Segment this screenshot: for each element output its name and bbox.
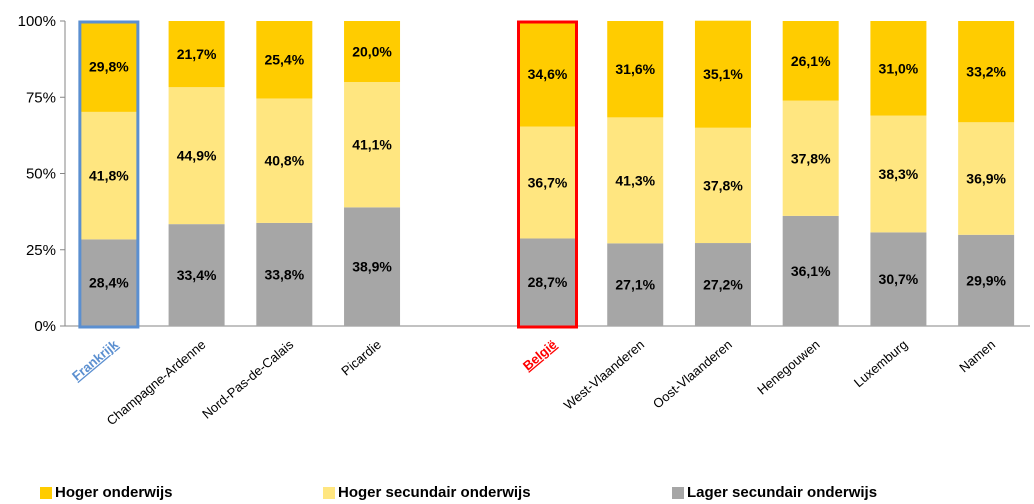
bar-segment-hoger-onderwijs [607, 21, 664, 118]
x-tick-label-oost-vlaanderen: Oost-Vlaanderen [650, 337, 735, 412]
bar-segment-hoger-onderwijs [168, 21, 225, 88]
y-tick-label: 25% [26, 242, 56, 259]
data-label: 37,8% [703, 177, 743, 193]
data-label: 38,3% [879, 166, 919, 182]
bar-segment-lager-secundair-onderwijs [607, 243, 664, 326]
bar-segment-lager-secundair-onderwijs [782, 215, 839, 326]
data-label: 36,9% [966, 171, 1006, 187]
bar-segment-hoger-secundair-onderwijs [519, 126, 576, 239]
bar-segment-hoger-secundair-onderwijs [80, 111, 137, 240]
data-label: 37,8% [791, 150, 831, 166]
y-axis: 0% 25% 50% 75% 100% [18, 13, 1030, 335]
data-label: 31,6% [615, 61, 655, 77]
data-label: 41,1% [352, 137, 392, 153]
x-tick-label-belgie: België [520, 337, 560, 374]
bar-segment-hoger-onderwijs [344, 21, 401, 82]
x-tick-label-picardie: Picardie [338, 337, 384, 379]
bar-segment-hoger-secundair-onderwijs [694, 127, 751, 244]
highlight-frame-frankrijk [78, 20, 140, 329]
bar-segment-hoger-secundair-onderwijs [607, 117, 664, 244]
bar-segment-hoger-secundair-onderwijs [958, 122, 1015, 235]
data-labels: 28,4% 41,8% 29,8% 33,4% 44,9% 21,7% 33,8% 40,8%… [89, 44, 1007, 293]
bar-segment-hoger-secundair-onderwijs [870, 115, 927, 233]
x-tick-label-champagne-ardenne: Champagne-Ardenne [104, 337, 209, 428]
data-label: 20,0% [352, 44, 392, 60]
data-label: 40,8% [264, 153, 304, 169]
bars [80, 20, 1015, 326]
data-label: 33,2% [966, 64, 1006, 80]
y-tick-label: 0% [34, 318, 56, 335]
x-tick-label-west-vlaanderen: West-Vlaanderen [561, 337, 647, 413]
data-label: 28,4% [89, 275, 129, 291]
data-label: 33,4% [177, 267, 217, 283]
data-label: 28,7% [528, 274, 568, 290]
bar-segment-hoger-onderwijs [80, 21, 137, 112]
bar-segment-hoger-onderwijs [958, 21, 1015, 123]
bar-segment-hoger-onderwijs [782, 21, 839, 101]
data-label: 29,8% [89, 58, 129, 74]
data-label: 41,3% [615, 172, 655, 188]
bar-segment-hoger-onderwijs [870, 21, 927, 116]
bar-segment-hoger-secundair-onderwijs [256, 98, 313, 223]
legend-item-lager-secundair-onderwijs: Lager secundair onderwijs [672, 484, 877, 501]
data-label: 36,1% [791, 263, 831, 279]
bar-segment-lager-secundair-onderwijs [519, 238, 576, 326]
bar-segment-hoger-secundair-onderwijs [344, 82, 401, 208]
bar-segment-hoger-secundair-onderwijs [168, 87, 225, 225]
legend: Hoger onderwijs Hoger secundair onderwijs… [0, 482, 1034, 504]
data-label: 21,7% [177, 46, 217, 62]
x-tick-label-luxemburg: Luxemburg [851, 337, 910, 390]
x-tick-label-henegouwen: Henegouwen [754, 337, 822, 398]
highlight-frame-belgie [517, 20, 578, 329]
data-label: 35,1% [703, 66, 743, 82]
data-label: 27,2% [703, 277, 743, 293]
x-axis: FrankrijkChampagne-ArdenneNord-Pas-de-Ca… [69, 336, 998, 428]
legend-swatch [323, 486, 335, 499]
data-label: 33,8% [264, 266, 304, 282]
x-tick-label-namen: Namen [956, 337, 998, 375]
legend-label: Hoger onderwijs [55, 484, 173, 501]
data-label: 30,7% [879, 271, 919, 287]
data-label: 44,9% [177, 148, 217, 164]
legend-item-hoger-onderwijs: Hoger onderwijs [40, 484, 173, 501]
data-label: 36,7% [528, 174, 568, 190]
data-label: 26,1% [791, 53, 831, 69]
data-label: 27,1% [615, 277, 655, 293]
bar-segment-hoger-secundair-onderwijs [782, 100, 839, 216]
y-tick-label: 50% [26, 166, 56, 183]
data-label: 25,4% [264, 52, 304, 68]
bar-segment-lager-secundair-onderwijs [168, 224, 225, 326]
legend-label: Lager secundair onderwijs [687, 484, 878, 501]
bar-segment-lager-secundair-onderwijs [80, 239, 137, 326]
chart-svg: 0% 25% 50% 75% 100% 28,4% 41,8% 29,8% 33,4% 44,9… [18, 13, 1030, 428]
data-label: 41,8% [89, 168, 129, 184]
data-label: 29,9% [966, 272, 1006, 288]
data-label: 38,9% [352, 259, 392, 275]
y-tick-label: 75% [26, 89, 56, 106]
bar-segment-hoger-onderwijs [519, 21, 576, 127]
data-label: 31,0% [879, 60, 919, 76]
bar-segment-lager-secundair-onderwijs [256, 222, 313, 326]
x-tick-label-frankrijk: Frankrijk [69, 336, 121, 383]
legend-swatch [672, 486, 684, 499]
bar-segment-lager-secundair-onderwijs [958, 234, 1015, 326]
legend-label: Hoger secundair onderwijs [338, 484, 531, 501]
bar-segment-hoger-onderwijs [694, 20, 751, 128]
highlight-frames [78, 20, 578, 329]
data-label: 34,6% [528, 66, 568, 82]
bar-segment-lager-secundair-onderwijs [870, 232, 927, 326]
legend-swatch [40, 486, 52, 499]
bar-segment-lager-secundair-onderwijs [694, 243, 751, 326]
x-tick-label-nord-pas-de-calais: Nord-Pas-de-Calais [199, 336, 296, 421]
y-tick-label: 100% [18, 13, 56, 30]
legend-item-hoger-secundair-onderwijs: Hoger secundair onderwijs [323, 484, 531, 501]
bar-segment-hoger-onderwijs [256, 21, 313, 99]
bar-segment-lager-secundair-onderwijs [344, 207, 401, 326]
